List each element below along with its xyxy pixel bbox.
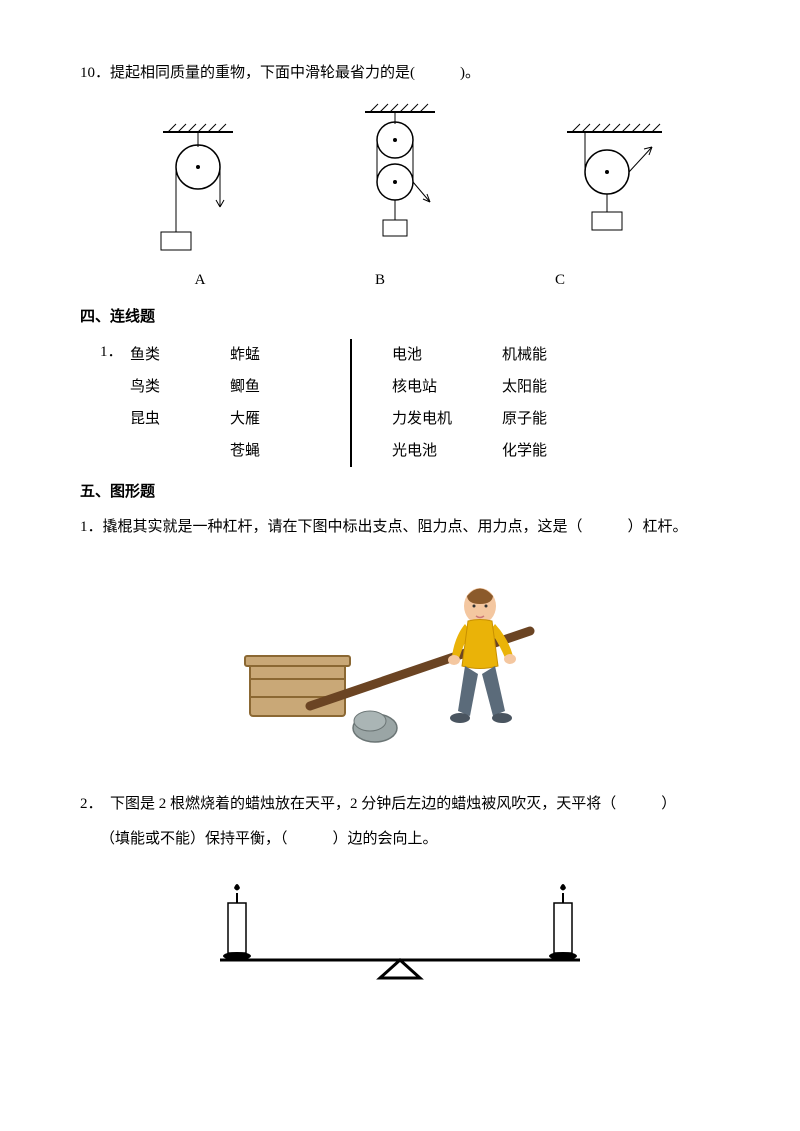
match-left-4 (130, 435, 230, 467)
question-5-2-line1: 2． 下图是 2 根燃烧着的蜡烛放在天平，2 分钟后左边的蜡烛被风吹灭，天平将（… (80, 791, 720, 818)
question-5-1: 1．撬棍其实就是一种杠杆，请在下图中标出支点、阻力点、用力点，这是（ ）杠杆。 (80, 514, 720, 541)
match-right2-4: 化学能 (502, 435, 582, 467)
match-right-4: 光电池 (392, 435, 502, 467)
matching-divider (350, 339, 352, 467)
match-left2-1: 蚱蜢 (230, 339, 310, 371)
match-right-1: 电池 (392, 339, 502, 371)
pulley-diagrams (100, 102, 720, 262)
match-left2-3: 大雁 (230, 403, 310, 435)
balance-diagram (80, 868, 720, 998)
match-right2-2: 太阳能 (502, 371, 582, 403)
lever-diagram (80, 556, 720, 766)
match-left2-2: 鲫鱼 (230, 371, 310, 403)
match-right-2: 核电站 (392, 371, 502, 403)
section-4-title: 四、连线题 (80, 304, 720, 331)
pulley-b (345, 102, 455, 262)
match-left2-4: 苍蝇 (230, 435, 310, 467)
q1-number: 1． (100, 339, 130, 467)
question-5-2-line2: （填能或不能）保持平衡，（ ）边的会向上。 (100, 826, 720, 853)
option-c: C (470, 267, 650, 294)
matching-question: 1． 鱼类 鸟类 昆虫 蚱蜢 鲫鱼 大雁 苍蝇 电池 核电站 力发电机 光电池 … (100, 339, 720, 467)
q10-options: A B C (110, 267, 720, 294)
match-right2-3: 原子能 (502, 403, 582, 435)
match-left-3: 昆虫 (130, 403, 230, 435)
pulley-c (552, 122, 672, 262)
match-left-2: 鸟类 (130, 371, 230, 403)
pulley-a (148, 122, 248, 262)
section-5-title: 五、图形题 (80, 479, 720, 506)
match-left-1: 鱼类 (130, 339, 230, 371)
match-right-3: 力发电机 (392, 403, 502, 435)
match-right2-1: 机械能 (502, 339, 582, 371)
option-b: B (290, 267, 470, 294)
question-10: 10．提起相同质量的重物，下面中滑轮最省力的是( )。 (80, 60, 720, 87)
option-a: A (110, 267, 290, 294)
